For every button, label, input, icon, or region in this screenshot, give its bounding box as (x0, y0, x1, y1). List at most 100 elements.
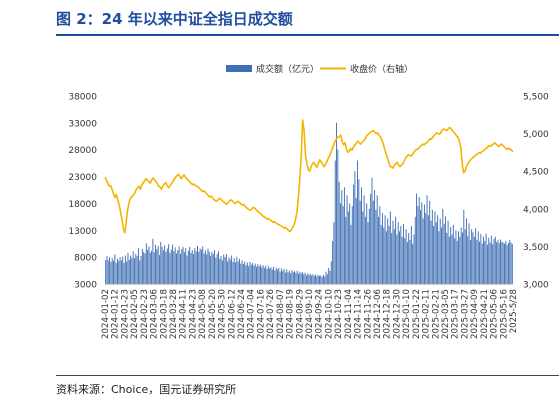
turnover-bar (248, 266, 250, 284)
turnover-bar (287, 272, 289, 284)
turnover-bar (346, 195, 348, 284)
turnover-bar (139, 260, 141, 284)
turnover-bar (371, 177, 373, 284)
turnover-bar (384, 215, 386, 284)
turnover-bar (118, 260, 120, 284)
turnover-bar (225, 253, 227, 284)
turnover-bar (206, 254, 208, 284)
turnover-bar (136, 256, 138, 284)
x-tick-label: 2025-01-22 (412, 289, 422, 339)
turnover-bar (408, 232, 410, 284)
y-right-tick-label: 4,000 (523, 205, 549, 215)
turnover-bar (336, 122, 338, 284)
turnover-bar (122, 256, 124, 284)
turnover-bar (395, 216, 397, 284)
x-tick-label: 2024-10-23 (334, 289, 344, 339)
turnover-bar (402, 223, 404, 284)
turnover-bar (278, 267, 280, 284)
x-tick-label: 2024-05-08 (198, 289, 208, 339)
turnover-bar (153, 252, 155, 284)
turnover-bar (505, 241, 507, 284)
turnover-bar (375, 209, 377, 284)
x-tick-label: 2025-5/28 (509, 289, 519, 333)
turnover-bar (404, 238, 406, 284)
turnover-bar (333, 222, 335, 284)
turnover-bar (162, 250, 164, 284)
x-tick-label: 2024-09-10 (305, 289, 315, 339)
y-left-tick-label: 3000 (74, 281, 97, 291)
turnover-bar (316, 276, 318, 284)
y-right-tick-label: 5,500 (523, 93, 549, 103)
x-tick-label: 2024-07-16 (256, 289, 266, 339)
turnover-bar (400, 225, 402, 284)
turnover-bar (244, 261, 246, 284)
turnover-bar (450, 227, 452, 284)
turnover-bar (479, 241, 481, 284)
title-underline (56, 34, 559, 36)
turnover-bar (353, 184, 355, 284)
turnover-bar (148, 246, 150, 284)
turnover-bar (355, 198, 357, 284)
turnover-bar (186, 255, 188, 284)
x-tick-label: 2024-07-26 (266, 289, 276, 339)
turnover-bar (429, 200, 431, 284)
turnover-bar (389, 211, 391, 284)
turnover-bar (481, 243, 483, 284)
turnover-bar (465, 218, 467, 284)
turnover-bar (334, 160, 336, 284)
chart-canvas: 3000 8000 13000 18000 23000 28000 33000 38000 3,… (68, 63, 549, 339)
turnover-bar (456, 241, 458, 284)
turnover-bar (467, 236, 469, 284)
turnover-bar (107, 260, 109, 284)
turnover-bar (425, 213, 427, 284)
turnover-bar (490, 235, 492, 284)
turnover-bar (246, 262, 248, 284)
turnover-bar (185, 248, 187, 284)
turnover-bar (115, 263, 117, 284)
turnover-bar (232, 261, 234, 284)
turnover-bar (114, 254, 116, 284)
turnover-bar (476, 239, 478, 284)
turnover-bar (228, 257, 230, 284)
turnover-bar (245, 265, 247, 284)
turnover-bar (109, 257, 111, 284)
turnover-bar (199, 248, 201, 284)
y-right-tick-label: 3,000 (523, 281, 549, 291)
y-left-tick-label: 33000 (68, 119, 97, 129)
turnover-bar (409, 239, 411, 284)
turnover-bar (399, 231, 400, 284)
turnover-bar (412, 243, 414, 284)
x-tick-label: 2024-11-26 (363, 289, 373, 339)
turnover-bar (308, 274, 310, 284)
turnover-bar (274, 270, 276, 284)
turnover-bar (438, 231, 440, 284)
turnover-bar (357, 160, 359, 284)
axes: 3000 8000 13000 18000 23000 28000 33000 38000 3,… (68, 93, 549, 339)
footer-rule (56, 375, 559, 376)
legend-bar-label: 成交额（亿元） (256, 63, 319, 75)
turnover-bar (202, 246, 204, 284)
turnover-bar (298, 273, 299, 284)
turnover-bar (433, 225, 435, 284)
turnover-bar (169, 252, 171, 284)
turnover-bar (480, 234, 482, 284)
turnover-bar (130, 255, 132, 284)
turnover-bar (134, 258, 135, 284)
turnover-bar (350, 224, 352, 284)
turnover-bar (468, 223, 470, 284)
turnover-bar (462, 232, 463, 284)
turnover-bar (170, 249, 172, 284)
turnover-bar (342, 206, 344, 284)
turnover-bar (266, 268, 268, 284)
turnover-bar (441, 227, 442, 284)
turnover-bar (351, 206, 353, 284)
turnover-bar (329, 270, 331, 284)
turnover-bar (337, 149, 339, 284)
turnover-bar (155, 244, 156, 284)
turnover-bar (284, 272, 286, 284)
x-tick-label: 2024-11-04 (344, 289, 354, 339)
x-tick-label: 2025-05-06 (490, 289, 500, 339)
turnover-bar (120, 260, 122, 284)
turnover-bar (204, 250, 206, 284)
turnover-bar (388, 225, 390, 284)
